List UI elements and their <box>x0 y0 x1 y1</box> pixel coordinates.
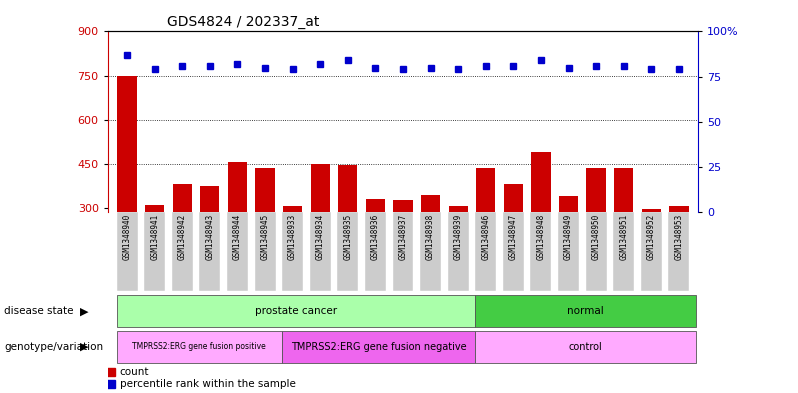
Bar <box>448 206 468 296</box>
Bar <box>531 152 551 296</box>
Bar <box>117 296 476 327</box>
Text: GSM1348939: GSM1348939 <box>454 214 463 260</box>
Bar <box>172 212 193 291</box>
Bar <box>476 168 496 296</box>
Bar <box>227 212 248 291</box>
Text: GSM1348945: GSM1348945 <box>260 214 270 260</box>
Text: ▶: ▶ <box>80 342 88 352</box>
Bar <box>448 212 468 291</box>
Text: TMPRSS2:ERG gene fusion positive: TMPRSS2:ERG gene fusion positive <box>132 342 267 351</box>
Text: control: control <box>569 342 602 352</box>
Text: ▶: ▶ <box>80 307 88 316</box>
Text: GSM1348953: GSM1348953 <box>674 214 683 260</box>
Bar <box>117 75 136 296</box>
Text: GSM1348938: GSM1348938 <box>426 214 435 260</box>
Text: GSM1348944: GSM1348944 <box>233 214 242 260</box>
Text: GSM1348940: GSM1348940 <box>123 214 132 260</box>
Bar <box>310 212 330 291</box>
Bar <box>144 212 165 291</box>
Bar <box>283 206 302 296</box>
Text: GDS4824 / 202337_at: GDS4824 / 202337_at <box>167 15 319 29</box>
Bar <box>503 212 523 291</box>
Bar <box>476 331 696 363</box>
Text: count: count <box>120 367 149 377</box>
Bar <box>531 212 551 291</box>
Bar <box>255 168 275 296</box>
Bar <box>669 212 689 291</box>
Bar <box>117 212 137 291</box>
Text: GSM1348937: GSM1348937 <box>398 214 408 260</box>
Bar <box>365 199 385 296</box>
Text: percentile rank within the sample: percentile rank within the sample <box>120 379 295 389</box>
Bar <box>504 184 523 296</box>
Bar <box>282 212 303 291</box>
Bar <box>586 212 606 291</box>
Text: GSM1348952: GSM1348952 <box>647 214 656 260</box>
Text: GSM1348935: GSM1348935 <box>343 214 352 260</box>
Text: GSM1348949: GSM1348949 <box>564 214 573 260</box>
Bar <box>476 296 696 327</box>
Text: disease state: disease state <box>4 307 73 316</box>
Bar <box>200 212 220 291</box>
Bar <box>145 205 164 296</box>
Bar <box>558 212 579 291</box>
Bar <box>587 168 606 296</box>
Bar <box>420 212 441 291</box>
Bar <box>559 196 579 296</box>
Bar <box>172 184 192 296</box>
Text: GSM1348936: GSM1348936 <box>371 214 380 260</box>
Bar <box>255 212 275 291</box>
Text: GSM1348942: GSM1348942 <box>178 214 187 260</box>
Bar <box>338 165 358 296</box>
Text: prostate cancer: prostate cancer <box>255 307 337 316</box>
Bar <box>614 168 634 296</box>
Bar <box>117 331 282 363</box>
Bar <box>642 209 661 296</box>
Text: GSM1348948: GSM1348948 <box>536 214 546 260</box>
Bar <box>641 212 662 291</box>
Text: GSM1348946: GSM1348946 <box>481 214 490 260</box>
Bar <box>338 212 358 291</box>
Bar <box>393 200 413 296</box>
Text: TMPRSS2:ERG gene fusion negative: TMPRSS2:ERG gene fusion negative <box>291 342 467 352</box>
Bar <box>310 164 330 296</box>
Bar <box>393 212 413 291</box>
Text: GSM1348943: GSM1348943 <box>205 214 215 260</box>
Text: GSM1348941: GSM1348941 <box>150 214 159 260</box>
Text: GSM1348947: GSM1348947 <box>509 214 518 260</box>
Bar <box>282 331 476 363</box>
Text: GSM1348950: GSM1348950 <box>591 214 601 260</box>
Bar <box>227 162 247 296</box>
Text: GSM1348951: GSM1348951 <box>619 214 628 260</box>
Bar <box>200 186 219 296</box>
Bar <box>613 212 634 291</box>
Text: GSM1348933: GSM1348933 <box>288 214 297 260</box>
Bar <box>421 195 440 296</box>
Text: genotype/variation: genotype/variation <box>4 342 103 352</box>
Text: GSM1348934: GSM1348934 <box>316 214 325 260</box>
Bar <box>476 212 496 291</box>
Bar <box>670 206 689 296</box>
Bar <box>365 212 386 291</box>
Text: normal: normal <box>567 307 604 316</box>
